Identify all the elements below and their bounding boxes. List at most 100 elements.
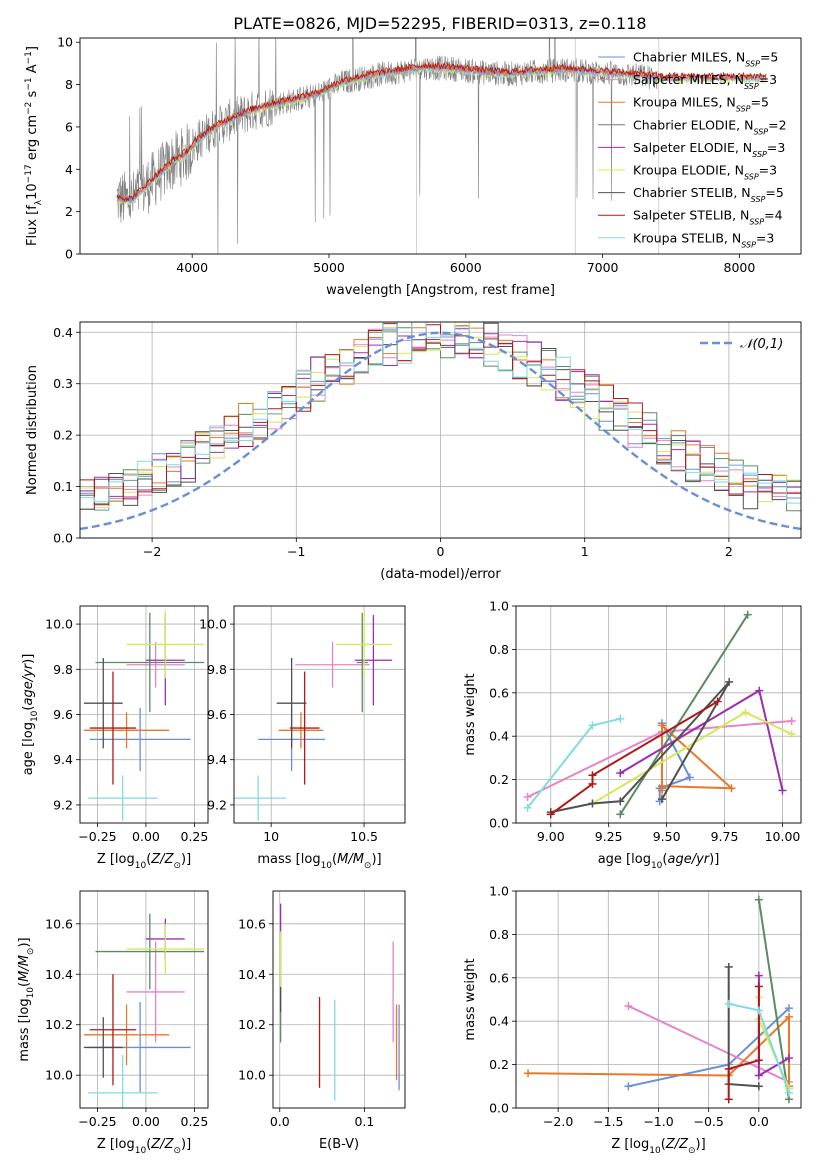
axis-ticks: −0.25 0.00 0.25 10.0 10.2 10.4 10.6 bbox=[45, 916, 208, 1129]
axis-ticks: 9.00 9.25 9.50 9.75 10.00 0.0 0.2 0.4 0.6 0.8 1.0 bbox=[489, 599, 800, 845]
axis-ticks: 0.0 0.1 10.0 10.2 10.4 10.6 bbox=[238, 916, 374, 1129]
errorbar-kroupa_stelib bbox=[87, 775, 158, 821]
legend-label: Salpeter ELODIE, NSSP=3 bbox=[633, 140, 785, 159]
x-tick-label: 0 bbox=[437, 544, 445, 559]
weight-marker-kroupa_stelib bbox=[724, 999, 733, 1008]
axis-ticks: −2 −1 0 1 2 0.0 0.1 0.2 0.3 0.4 bbox=[53, 325, 733, 559]
errorbar-kroupa_miles bbox=[83, 1004, 170, 1066]
y-tick-label: 0.0 bbox=[489, 816, 509, 831]
plot-area bbox=[279, 903, 400, 1101]
errorbar-kroupa_miles bbox=[278, 712, 324, 749]
weight-marker-kroupa_miles bbox=[657, 721, 666, 730]
y-tick-label: 0.4 bbox=[489, 1014, 509, 1029]
plot-area bbox=[234, 610, 392, 821]
residual-histogram-kroupa_stelib bbox=[80, 322, 801, 504]
y-axis-label: mass [log10(M/M⊙)] bbox=[17, 937, 36, 1061]
grid-lines bbox=[273, 891, 405, 1108]
y-tick-label: 1.0 bbox=[489, 599, 509, 614]
residual-histogram-chabrier_elodie bbox=[80, 327, 801, 512]
weight-marker-salpeter_stelib bbox=[588, 771, 597, 780]
y-tick-label: 0.2 bbox=[489, 1057, 509, 1072]
weight-line-salpeter_stelib bbox=[550, 700, 719, 816]
weight_vs_Z-chart: −2.0 −1.5 −1.0 −0.5 0.0 0.0 0.2 0.4 0.6 0.8 1.0 Z [… bbox=[463, 884, 802, 1156]
weight-marker-chabrier_miles bbox=[784, 1004, 793, 1013]
y-tick-label: 1.0 bbox=[489, 884, 509, 899]
weight-marker-chabrier_stelib bbox=[754, 1082, 763, 1091]
y-tick-label: 10.0 bbox=[45, 1068, 73, 1083]
axis-ticks: −0.25 0.00 0.25 9.2 9.4 9.6 9.8 10.0 bbox=[45, 617, 208, 844]
weight_vs_age-chart: 9.00 9.25 9.50 9.75 10.00 0.0 0.2 0.4 0.6 0.8 1.0 a… bbox=[463, 599, 802, 871]
weight-marker-kroupa_miles bbox=[657, 786, 666, 795]
y-axis-label: Flux [fλ10−17 erg cm−2 s−1 A−1] bbox=[24, 46, 44, 246]
x-tick-label: 8000 bbox=[724, 260, 756, 275]
axis-ticks: −2.0 −1.5 −1.0 −0.5 0.0 0.0 0.2 0.4 0.6 0.8 1.0 bbox=[489, 884, 769, 1130]
weight-line-salpeter_stelib bbox=[727, 986, 760, 1100]
weight-marker-salpeter_stelib bbox=[754, 1056, 763, 1065]
weight-marker-kroupa_miles bbox=[524, 1069, 533, 1078]
axes-frame bbox=[79, 605, 209, 824]
x-tick-label: 0.00 bbox=[132, 829, 160, 844]
y-tick-label: 0 bbox=[65, 247, 73, 262]
errorbar-kroupa_miles bbox=[83, 712, 170, 749]
y-tick-label: 10.6 bbox=[45, 916, 73, 931]
residual-histogram-salpeter_stelib bbox=[80, 323, 801, 506]
weight-marker-chabrier_stelib bbox=[616, 797, 625, 806]
x-axis-label: mass [log10(M/M⊙)] bbox=[257, 852, 381, 871]
y-tick-label: 0.8 bbox=[489, 642, 509, 657]
y-tick-label: 10 bbox=[57, 35, 73, 50]
y-axis-label: mass weight bbox=[463, 673, 478, 755]
axes-frame bbox=[79, 37, 802, 255]
y-tick-label: 9.2 bbox=[53, 797, 73, 812]
axes-frame bbox=[233, 605, 406, 824]
weight-marker-chabrier_stelib bbox=[588, 799, 597, 808]
y-tick-label: 0.6 bbox=[489, 685, 509, 700]
y-tick-label: 9.4 bbox=[207, 752, 227, 767]
y-tick-label: 0.8 bbox=[489, 927, 509, 942]
y-tick-label: 0.3 bbox=[53, 376, 73, 391]
weight-marker-kroupa_stelib bbox=[523, 803, 532, 812]
x-tick-label: 0.0 bbox=[749, 1114, 769, 1129]
y-tick-label: 0.6 bbox=[489, 970, 509, 985]
weight-marker-kroupa_miles bbox=[727, 784, 736, 793]
residual-histogram-chabrier_stelib bbox=[80, 322, 801, 510]
errorbar-chabrier_miles bbox=[89, 707, 191, 772]
x-tick-label: −1.5 bbox=[593, 1114, 623, 1129]
x-tick-label: 0.25 bbox=[181, 1114, 209, 1129]
y-tick-label: 0.2 bbox=[489, 772, 509, 787]
weight-marker-salpeter_stelib bbox=[724, 1064, 733, 1073]
x-tick-label: −2.0 bbox=[543, 1114, 573, 1129]
spectrum-legend: Chabrier MILES, NSSP=5 Salpeter MILES, NS… bbox=[598, 50, 787, 249]
errorbar-chabrier_stelib bbox=[83, 1017, 123, 1078]
errorbar-kroupa_stelib bbox=[87, 1055, 158, 1108]
y-axis-label: mass weight bbox=[463, 958, 478, 1040]
weight-marker-salpeter_miles bbox=[523, 792, 532, 801]
weight-marker-kroupa_stelib bbox=[754, 1006, 763, 1015]
y-tick-label: 0.1 bbox=[53, 479, 73, 494]
legend-label: Chabrier ELODIE, NSSP=2 bbox=[633, 117, 787, 136]
plot-area bbox=[80, 322, 801, 531]
x-tick-label: 0.1 bbox=[354, 1114, 374, 1129]
y-tick-label: 0.0 bbox=[489, 1101, 509, 1116]
x-tick-label: −1 bbox=[287, 544, 305, 559]
y-tick-label: 6 bbox=[65, 119, 73, 134]
weight-marker-chabrier_elodie bbox=[743, 610, 752, 619]
weight-line-chabrier_elodie bbox=[757, 899, 790, 1100]
errorbar-kroupa_elodie bbox=[336, 610, 392, 679]
x-axis-label: Z [log10(Z/Z⊙)] bbox=[97, 1137, 191, 1156]
weight-marker-chabrier_miles bbox=[624, 1082, 633, 1091]
y-tick-label: 10.0 bbox=[199, 617, 227, 632]
weight-marker-chabrier_stelib bbox=[724, 962, 733, 971]
axis-ticks: 4000 5000 6000 7000 8000 0 2 4 6 8 10 bbox=[57, 35, 755, 275]
legend-label: Kroupa STELIB, NSSP=3 bbox=[633, 230, 774, 249]
y-tick-label: 10.4 bbox=[45, 967, 73, 982]
x-tick-label: 7000 bbox=[587, 260, 619, 275]
grid-lines bbox=[80, 606, 208, 823]
y-tick-label: 9.2 bbox=[207, 797, 227, 812]
residual-histogram-kroupa_elodie bbox=[80, 322, 801, 509]
x-tick-label: 4000 bbox=[176, 260, 208, 275]
errorbar-salpeter_miles bbox=[295, 642, 370, 688]
legend-label: 𝒩(0,1) bbox=[740, 337, 783, 352]
y-tick-label: 10.4 bbox=[238, 967, 266, 982]
errorbar-kroupa_elodie bbox=[126, 923, 205, 975]
y-tick-label: 10.2 bbox=[238, 1017, 266, 1032]
